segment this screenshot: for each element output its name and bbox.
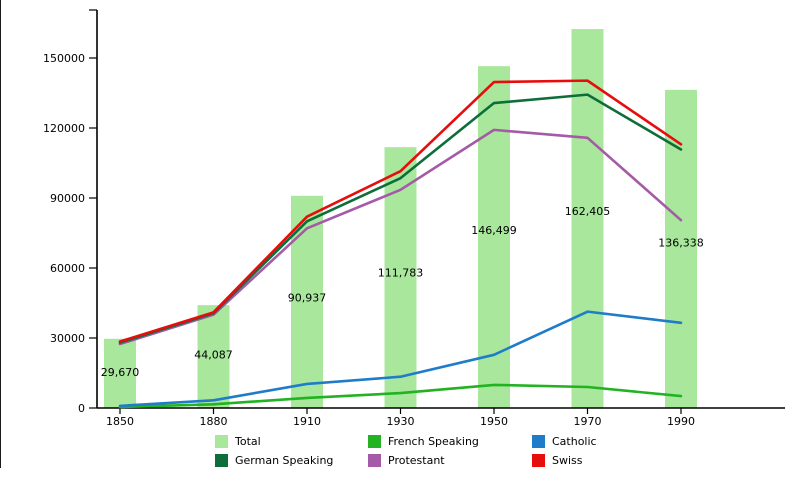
y-tick-label: 0	[78, 402, 85, 415]
line-swiss	[118, 79, 683, 343]
bar-value-label: 29,670	[101, 366, 140, 379]
x-tick-label: 1880	[200, 415, 228, 428]
y-tick-label: 120000	[43, 122, 85, 135]
x-tick-label: 1850	[106, 415, 134, 428]
legend-label-catholic: Catholic	[552, 435, 597, 448]
y-tick-label: 150000	[43, 52, 85, 65]
bar-value-label: 44,087	[194, 349, 233, 362]
legend-label-german-speaking: German Speaking	[235, 454, 334, 467]
legend-label-total: Total	[235, 435, 261, 448]
bar-total-1850	[104, 338, 136, 408]
x-tick-label: 1930	[387, 415, 415, 428]
bar-total-1880	[197, 305, 230, 408]
legend-swatch-total	[215, 435, 228, 448]
y-tick-label: 60000	[50, 262, 85, 275]
bar-value-label: 111,783	[378, 266, 424, 279]
legend-item-catholic: Catholic	[532, 435, 672, 448]
line-catholic	[118, 310, 683, 408]
bar-value-label: 90,937	[288, 292, 327, 305]
legend-item-french-speaking: French Speaking	[368, 435, 532, 448]
legend-swatch-protestant	[368, 454, 381, 467]
legend-label-french-speaking: French Speaking	[388, 435, 479, 448]
legend-swatch-swiss	[532, 454, 545, 467]
legend-label-swiss: Swiss	[552, 454, 583, 467]
line-french-speaking	[118, 383, 683, 409]
legend-swatch-german-speaking	[215, 454, 228, 467]
x-tick-label: 1990	[667, 415, 695, 428]
bar-value-label: 146,499	[471, 224, 517, 237]
bar-value-label: 136,338	[658, 237, 704, 250]
image-border-left	[0, 0, 1, 468]
legend-swatch-french-speaking	[368, 435, 381, 448]
x-tick-label: 1910	[293, 415, 321, 428]
bar-total-1970	[571, 29, 604, 409]
y-tick-label: 90000	[50, 192, 85, 205]
legend-item-total: Total	[215, 435, 368, 448]
bar-value-label: 162,405	[565, 205, 611, 218]
chart-legend: Total French Speaking Catholic German Sp…	[215, 432, 672, 470]
legend-label-protestant: Protestant	[388, 454, 445, 467]
x-tick-label: 1970	[574, 415, 602, 428]
y-tick-label: 30000	[50, 332, 85, 345]
legend-item-swiss: Swiss	[532, 454, 672, 467]
legend-item-german-speaking: German Speaking	[215, 454, 368, 467]
line-protestant	[118, 128, 683, 346]
x-tick-label: 1950	[480, 415, 508, 428]
legend-swatch-catholic	[532, 435, 545, 448]
legend-item-protestant: Protestant	[368, 454, 532, 467]
